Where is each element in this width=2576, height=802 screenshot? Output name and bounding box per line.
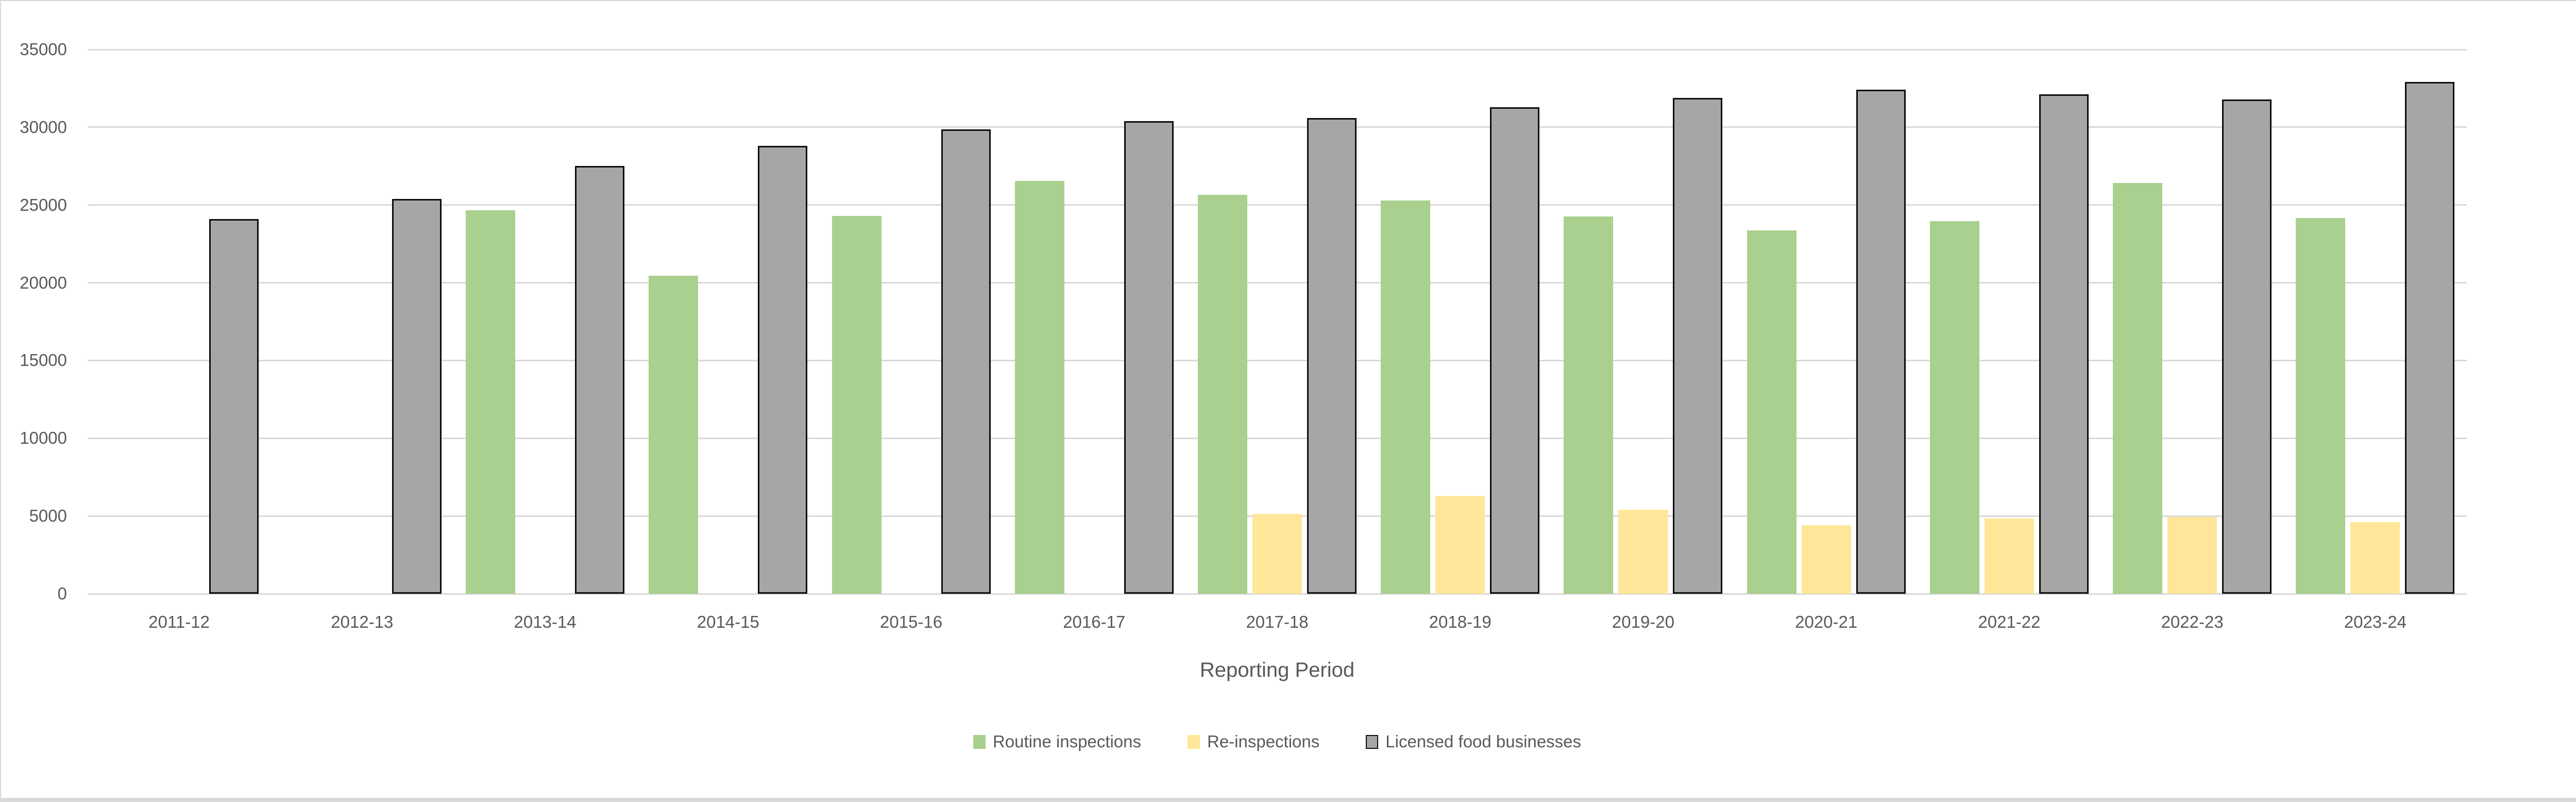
x-axis-category-label-2015-16: 2015-16 bbox=[879, 612, 943, 631]
re-inspections-bar-2018-19 bbox=[1435, 495, 1485, 594]
licensed-food-businesses-bar-2014-15 bbox=[758, 146, 808, 594]
y-axis-tick-label: 15000 bbox=[20, 350, 67, 370]
legend-item-routine-inspections: Routine inspections bbox=[973, 732, 1141, 751]
re-inspections-bar-2019-20 bbox=[1618, 510, 1668, 594]
legend-label: Re-inspections bbox=[1207, 732, 1320, 751]
x-axis-category-label-2018-19: 2018-19 bbox=[1429, 612, 1492, 631]
y-axis-tick-label: 10000 bbox=[20, 428, 67, 448]
x-axis-category-label-2019-20: 2019-20 bbox=[1612, 612, 1674, 631]
x-axis-category-label-2020-21: 2020-21 bbox=[1795, 612, 1858, 631]
licensed-food-businesses-bar-2013-14 bbox=[575, 166, 625, 594]
y-axis-tick-label: 0 bbox=[57, 584, 67, 603]
legend: Routine inspections Re-inspections License… bbox=[88, 732, 2467, 751]
routine-inspections-bar-2014-15 bbox=[649, 275, 699, 594]
canvas-border-left bbox=[0, 0, 1, 802]
gridline-25000 bbox=[88, 204, 2467, 206]
x-axis-title: Reporting Period bbox=[1199, 659, 1355, 681]
canvas-border-bottom bbox=[0, 798, 2576, 802]
gridline-15000 bbox=[88, 359, 2467, 361]
licensed-food-businesses-bar-2020-21 bbox=[1856, 90, 1906, 594]
legend-swatch-icon-re-inspections bbox=[1187, 734, 1200, 749]
x-axis-category-label-2011-12: 2011-12 bbox=[148, 612, 210, 631]
licensed-food-businesses-bar-2015-16 bbox=[941, 129, 991, 594]
licensed-food-businesses-bar-2019-20 bbox=[1673, 97, 1723, 594]
routine-inspections-bar-2018-19 bbox=[1381, 200, 1431, 594]
re-inspections-bar-2023-24 bbox=[2350, 522, 2400, 594]
routine-inspections-bar-2021-22 bbox=[1929, 221, 1979, 594]
legend-swatch-icon-routine-inspections bbox=[973, 734, 986, 749]
licensed-food-businesses-bar-2012-13 bbox=[392, 198, 442, 594]
licensed-food-businesses-bar-2021-22 bbox=[2039, 94, 2089, 594]
licensed-food-businesses-bar-2018-19 bbox=[1490, 107, 1540, 594]
y-axis-tick-label: 25000 bbox=[20, 195, 67, 214]
licensed-food-businesses-bar-2022-23 bbox=[2222, 99, 2272, 594]
re-inspections-bar-2020-21 bbox=[1801, 525, 1851, 594]
x-axis-category-label-2023-24: 2023-24 bbox=[2344, 612, 2406, 631]
routine-inspections-bar-2015-16 bbox=[832, 215, 882, 594]
licensed-food-businesses-bar-2011-12 bbox=[209, 219, 259, 594]
legend-item-re-inspections: Re-inspections bbox=[1187, 732, 1320, 751]
routine-inspections-bar-2023-24 bbox=[2296, 218, 2346, 594]
licensed-food-businesses-bar-2016-17 bbox=[1124, 121, 1174, 594]
routine-inspections-bar-2022-23 bbox=[2113, 183, 2163, 594]
gridline-10000 bbox=[88, 437, 2467, 439]
legend-item-licensed-food-businesses: Licensed food businesses bbox=[1366, 732, 1581, 751]
gridline-0 bbox=[88, 593, 2467, 595]
x-axis-category-label-2017-18: 2017-18 bbox=[1246, 612, 1309, 631]
licensed-food-businesses-bar-2023-24 bbox=[2405, 82, 2455, 594]
gridline-20000 bbox=[88, 282, 2467, 284]
re-inspections-bar-2017-18 bbox=[1252, 513, 1302, 594]
routine-inspections-bar-2017-18 bbox=[1198, 195, 1247, 594]
routine-inspections-bar-2019-20 bbox=[1564, 216, 1614, 594]
y-axis-tick-label: 20000 bbox=[20, 273, 67, 292]
legend-label: Licensed food businesses bbox=[1385, 732, 1582, 751]
re-inspections-bar-2021-22 bbox=[1984, 518, 2034, 594]
licensed-food-businesses-bar-2017-18 bbox=[1307, 118, 1357, 594]
routine-inspections-bar-2020-21 bbox=[1747, 230, 1797, 594]
x-axis-category-label-2013-14: 2013-14 bbox=[514, 612, 577, 631]
x-axis-category-label-2022-23: 2022-23 bbox=[2161, 612, 2224, 631]
x-axis-category-label-2014-15: 2014-15 bbox=[697, 612, 759, 631]
routine-inspections-bar-2016-17 bbox=[1014, 180, 1064, 594]
routine-inspections-bar-2013-14 bbox=[466, 210, 516, 594]
y-axis-tick-label: 35000 bbox=[20, 40, 67, 59]
gridline-30000 bbox=[88, 126, 2467, 128]
legend-label: Routine inspections bbox=[992, 732, 1141, 751]
x-axis-category-label-2016-17: 2016-17 bbox=[1063, 612, 1126, 631]
y-axis-tick-label: 5000 bbox=[29, 506, 67, 526]
legend-swatch-icon-licensed-food-businesses bbox=[1366, 734, 1379, 749]
re-inspections-bar-2022-23 bbox=[2167, 516, 2217, 594]
x-axis-category-label-2012-13: 2012-13 bbox=[331, 612, 394, 631]
canvas-border-top bbox=[0, 0, 2576, 1]
x-axis-category-label-2021-22: 2021-22 bbox=[1978, 612, 2041, 631]
gridline-35000 bbox=[88, 48, 2467, 51]
y-axis-tick-label: 30000 bbox=[20, 117, 67, 137]
